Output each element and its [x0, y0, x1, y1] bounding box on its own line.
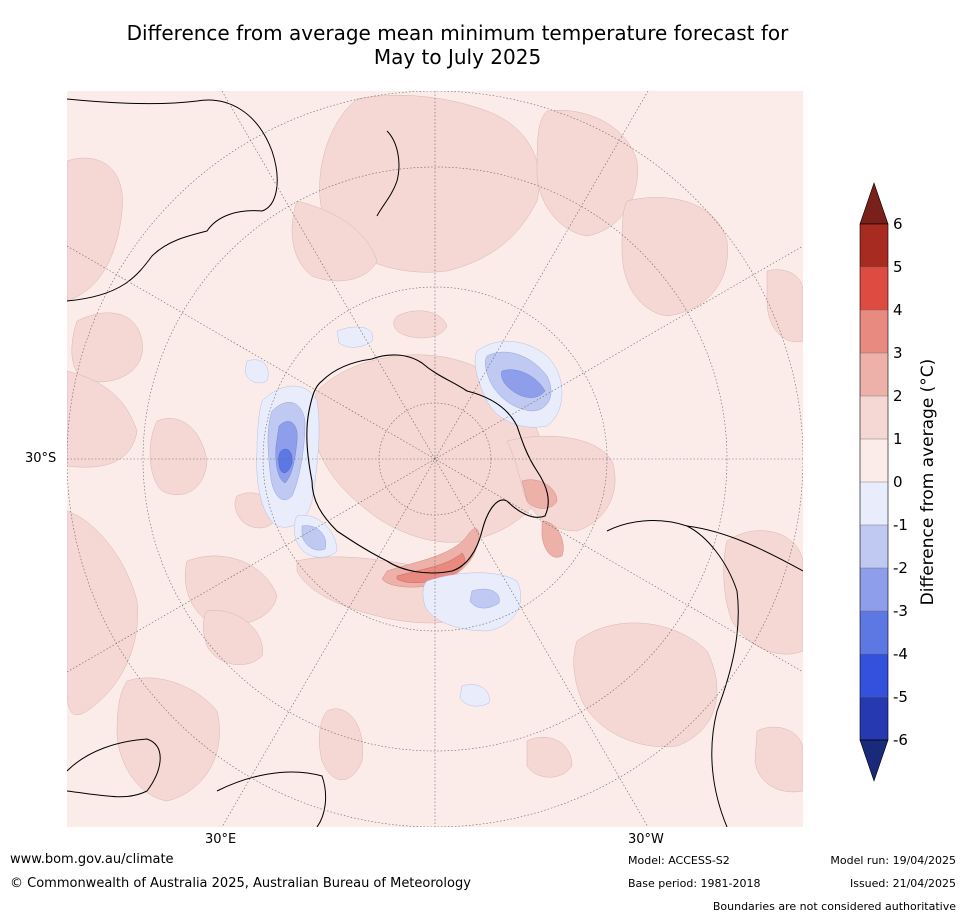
- colorbar-tick: 5: [893, 258, 903, 276]
- footer-issued: Issued: 21/04/2025: [849, 877, 956, 890]
- colorbar-tick: 3: [893, 344, 903, 362]
- footer-url[interactable]: www.bom.gov.au/climate: [10, 852, 174, 867]
- graticule: [67, 91, 803, 827]
- colorbar-tick: -6: [893, 731, 908, 749]
- colorbar: [859, 182, 889, 782]
- footer-base-period: Base period: 1981-2018: [628, 877, 761, 890]
- anomaly-3-to-4-regions: [396, 552, 465, 583]
- colorbar-band-0-1: [860, 439, 888, 482]
- colorbar-band-2-3: [860, 353, 888, 396]
- colorbar-band-5-6: [860, 224, 888, 267]
- colorbar-band-1-2: [860, 396, 888, 439]
- map-title: Difference from average mean minimum tem…: [60, 21, 855, 69]
- colorbar-tick: 4: [893, 301, 903, 319]
- colorbar-band-4-5: [860, 267, 888, 310]
- colorbar-tick: 2: [893, 387, 903, 405]
- colorbar-tick: -2: [893, 559, 908, 577]
- anomaly-minus4-to-minus3-regions: [278, 448, 293, 474]
- colorbar-band-minus5-minus4: [860, 654, 888, 697]
- colorbar-tick: 6: [893, 215, 903, 233]
- colorbar-band-minus1-0: [860, 482, 888, 525]
- colorbar-band-minus6-minus5: [860, 697, 888, 740]
- colorbar-band-minus3-minus2: [860, 568, 888, 611]
- anomaly-1-to-2-regions: [67, 94, 803, 802]
- colorbar-band-minus4-minus3: [860, 611, 888, 654]
- colorbar-tick: 0: [893, 473, 903, 491]
- lat-label-30s: 30°S: [25, 451, 57, 466]
- colorbar-tick: -3: [893, 602, 908, 620]
- lon-label-30e: 30°E: [205, 832, 237, 847]
- colorbar-min-arrow: [859, 739, 889, 782]
- colorbar-band-minus2-minus1: [860, 525, 888, 568]
- footer-disclaimer: Boundaries are not considered authoritat…: [712, 900, 956, 913]
- footer-model: Model: ACCESS-S2: [628, 854, 730, 867]
- colorbar-label: Difference from average (°C): [918, 358, 938, 606]
- colorbar-max-arrow: [859, 182, 889, 225]
- colorbar-tick: -1: [893, 516, 908, 534]
- title-line-1: Difference from average mean minimum tem…: [126, 21, 789, 45]
- anomaly-map: [67, 91, 803, 827]
- continent-coastlines: [67, 98, 803, 827]
- colorbar-band-3-4: [860, 310, 888, 353]
- footer-model-run: Model run: 19/04/2025: [830, 854, 956, 867]
- lon-label-30w: 30°W: [628, 832, 664, 847]
- colorbar-tick: -5: [893, 688, 908, 706]
- colorbar-tick: -4: [893, 645, 908, 663]
- footer-copyright: © Commonwealth of Australia 2025, Austra…: [10, 876, 471, 891]
- title-line-2: May to July 2025: [373, 45, 542, 69]
- colorbar-tick: 1: [893, 430, 903, 448]
